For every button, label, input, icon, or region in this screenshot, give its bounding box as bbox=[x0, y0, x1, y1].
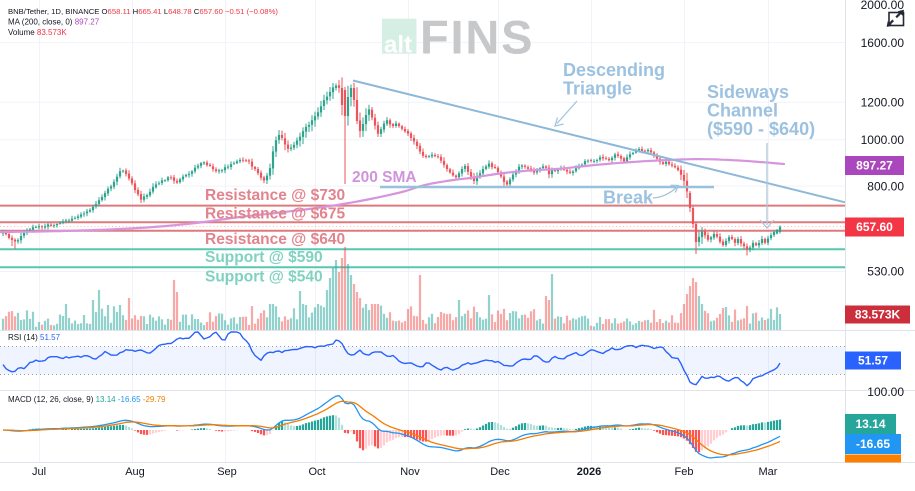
svg-text:Descending: Descending bbox=[563, 60, 665, 80]
svg-text:897.27: 897.27 bbox=[856, 159, 893, 173]
svg-text:Triangle: Triangle bbox=[563, 79, 632, 99]
svg-text:Nov: Nov bbox=[400, 466, 420, 478]
svg-text:BNB/Tether, 1D, BINANCE O658.1: BNB/Tether, 1D, BINANCE O658.11 H665.41 … bbox=[8, 7, 278, 16]
svg-text:Support @ $540: Support @ $540 bbox=[205, 269, 323, 286]
svg-text:13.14: 13.14 bbox=[855, 417, 885, 431]
svg-text:2026: 2026 bbox=[577, 466, 601, 478]
svg-text:Resistance @ $730: Resistance @ $730 bbox=[205, 187, 345, 204]
svg-text:1000.00: 1000.00 bbox=[861, 133, 905, 147]
svg-text:Dec: Dec bbox=[490, 466, 510, 478]
svg-text:RSI (14) 51.57: RSI (14) 51.57 bbox=[8, 333, 61, 342]
svg-text:100.00: 100.00 bbox=[867, 385, 904, 399]
svg-text:Feb: Feb bbox=[675, 466, 694, 478]
svg-text:Break: Break bbox=[603, 188, 654, 208]
svg-text:Oct: Oct bbox=[308, 466, 325, 478]
svg-text:alt: alt bbox=[384, 32, 412, 59]
svg-text:Jul: Jul bbox=[32, 466, 46, 478]
svg-text:Resistance @ $640: Resistance @ $640 bbox=[205, 231, 345, 248]
svg-text:Support @ $590: Support @ $590 bbox=[205, 249, 323, 266]
svg-text:Aug: Aug bbox=[125, 466, 145, 478]
svg-text:2000.00: 2000.00 bbox=[861, 0, 905, 12]
svg-text:83.573K: 83.573K bbox=[855, 308, 901, 322]
svg-text:-16.65: -16.65 bbox=[856, 437, 890, 451]
svg-text:530.00: 530.00 bbox=[867, 265, 904, 279]
svg-text:Mar: Mar bbox=[759, 466, 778, 478]
svg-text:Sep: Sep bbox=[217, 466, 237, 478]
svg-text:FINS: FINS bbox=[420, 11, 534, 64]
svg-text:1200.00: 1200.00 bbox=[861, 96, 905, 110]
svg-text:Resistance @ $675: Resistance @ $675 bbox=[205, 206, 345, 223]
svg-text:($590 - $640): ($590 - $640) bbox=[707, 119, 815, 139]
svg-text:MACD (12, 26, close, 9) 13.14: MACD (12, 26, close, 9) 13.14 -16.65 -29… bbox=[8, 395, 166, 404]
svg-text:200 SMA: 200 SMA bbox=[352, 169, 417, 186]
svg-text:Volume 83.573K: Volume 83.573K bbox=[8, 28, 67, 37]
svg-text:Channel: Channel bbox=[707, 101, 778, 121]
svg-text:1600.00: 1600.00 bbox=[861, 36, 905, 50]
svg-text:800.00: 800.00 bbox=[867, 179, 904, 193]
svg-text:51.57: 51.57 bbox=[858, 354, 888, 368]
svg-text:657.60: 657.60 bbox=[856, 220, 893, 234]
svg-text:Sideways: Sideways bbox=[707, 82, 789, 102]
svg-text:MA (200, close, 0) 897.27: MA (200, close, 0) 897.27 bbox=[8, 18, 100, 27]
